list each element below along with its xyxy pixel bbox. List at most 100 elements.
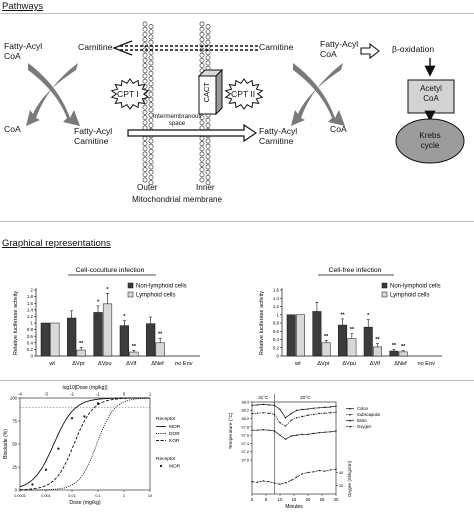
significance-marker: ** [79,341,84,347]
series-point [268,404,270,406]
bar-non-lymphoid [119,325,129,357]
y-tick-label: 1 [277,312,280,317]
significance-marker: ** [324,334,329,340]
bar-non-lymphoid [40,322,50,357]
category-label: ΔVif [370,361,381,367]
phase-label: 20°C [300,395,311,400]
category-label: wt [294,361,301,367]
x-tick-label: 10 [148,494,152,498]
series-point [324,470,326,472]
membrane-bead [148,148,154,154]
bar-non-lymphoid [338,324,348,357]
membrane-bead [142,78,148,84]
right-exchange-arrows [291,63,345,126]
series-point [284,482,287,484]
legend-swatch-non-lymphoid [127,282,134,289]
significance-marker: ** [158,332,163,338]
krebs-cycle-ellipse [395,118,465,164]
y-tick-label: 0.4 [27,340,34,345]
top-tick-label: -4 [18,392,22,397]
category-label: wt [48,361,55,367]
mitochondrial-membrane-label: Mitochondrial membrane [132,195,223,204]
bar-non-lymphoid [312,311,322,357]
membrane-bead [205,50,211,56]
divider-top [0,13,474,14]
series-point [335,405,337,407]
series-point [296,417,298,419]
curve-kor [20,397,150,491]
membrane-bead [199,141,205,147]
membrane-bead [142,156,148,162]
category-label: ΔVpr [72,361,85,367]
cact-label: CACT [202,82,211,103]
x-tick-label: 10 [278,497,283,502]
top-tick-label: 1 [149,392,152,397]
series-point [324,431,326,433]
series-point [268,429,270,431]
legend-marker [349,407,351,410]
outer-membrane [142,20,154,186]
y-tick-label: 1.2 [273,304,280,309]
legend-swatch-lymphoid [381,291,388,298]
membrane-bead [142,120,148,126]
y2-tick-label: 40 [339,470,344,475]
membrane-bead [148,138,154,144]
membrane-bead [148,112,154,118]
legend-swatch-non-lymphoid [381,282,388,289]
coa-left-label: CoA [4,124,21,134]
bar-non-lymphoid [67,317,77,357]
membrane-bead [148,50,154,56]
chart-title: Cell-coculture infection [76,267,145,274]
series-point [268,412,270,414]
y-tick-label: 0.8 [273,321,280,326]
membrane-bead [205,174,211,180]
series-point [262,429,264,431]
membrane-bead [199,172,205,178]
y-tick-label: 0.6 [27,334,34,339]
y-tick-label: 0 [31,354,34,359]
membrane-bead [142,21,148,27]
category-label: no Env [175,361,193,367]
significance-marker: * [367,313,370,319]
category-label: ΔVpu [98,361,112,367]
membrane-bead [199,146,205,152]
y-tick-label: 100 [10,396,18,401]
legend-label: MOR [169,424,181,430]
membrane-bead [205,143,211,149]
legend-label-non-lymphoid: Non-lymphoid cells [390,284,441,290]
legend-label: Colon [357,406,369,411]
series-point [273,482,276,484]
membrane-bead [142,141,148,147]
x-tick-label: 0.001 [41,494,51,498]
membrane-bead [205,55,211,61]
membrane-bead [205,24,211,30]
legend-label: DOR [169,431,180,437]
y-tick-label: 1.4 [27,307,34,312]
series-point [256,429,259,431]
acetyl-coa-label: Acetyl CoA [420,84,442,103]
bar-lymphoid [155,342,165,357]
phase-label: 31°C [258,395,269,400]
membrane-bead [205,138,211,144]
y-tick-label: 0.6 [273,329,280,334]
significance-marker: * [106,287,109,293]
series-point [318,412,320,415]
coa-right-label: CoA [330,124,347,134]
membrane-bead [148,29,154,35]
krebs-cycle-label: Krebs cycle [419,131,441,150]
category-label: ΔVif [126,361,137,367]
legend-label-non-lymphoid: Non-lymphoid cells [136,284,187,290]
top-tick-label: -1 [96,392,100,397]
legend-label-lymphoid: Lymphoid cells [390,293,429,299]
curve-dor [20,397,150,491]
fatty-acyl-coa-right-label: Fatty-Acyl CoA [320,39,359,59]
series-point [279,408,281,411]
bar-non-lymphoid [286,314,296,357]
scatter-point [57,447,60,450]
membrane-bead [142,146,148,152]
series-point [335,430,337,432]
y-tick-label: 1.2 [27,314,34,319]
category-label: no Env [417,361,435,367]
membrane-bead [148,34,154,40]
x-tick-label: 0.0001 [14,494,26,498]
